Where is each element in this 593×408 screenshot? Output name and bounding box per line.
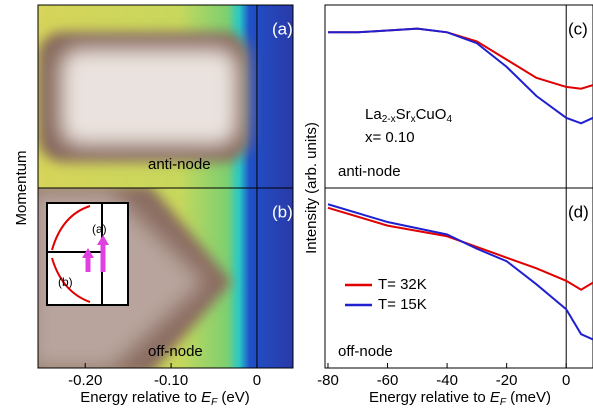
series-line: [327, 206, 593, 291]
frame-left: [37, 4, 294, 369]
annotation: anti-node: [148, 156, 211, 173]
frame-right: [324, 4, 593, 369]
y-axis-label: Momentum: [13, 150, 30, 225]
formula-text: CuO: [416, 106, 447, 123]
formula-subscript: x: [411, 114, 416, 125]
x-tick-label: -0.20: [68, 372, 102, 389]
x-tick-label: -60: [377, 372, 399, 389]
x-tick-label: 0: [253, 372, 261, 389]
label-symbol: E: [490, 389, 501, 406]
annotation: off-node: [338, 343, 393, 360]
inset-label: (a): [92, 222, 107, 236]
annotation: anti-node: [338, 163, 401, 180]
x-tick-label: -40: [436, 372, 458, 389]
panel-label: (c): [568, 19, 588, 38]
label-text: Energy relative to: [369, 389, 490, 406]
x-tick-label: 0: [562, 372, 570, 389]
y-axis-label: Intensity (arb. units): [303, 122, 320, 254]
heatmap-b: (a) (b): [38, 188, 293, 368]
compound: La2-xSrxCuO4: [365, 106, 452, 125]
inset-label: (b): [58, 275, 73, 289]
label-unit: (meV): [506, 389, 551, 406]
formula-text: Sr: [396, 106, 411, 123]
x-axis-label: Energy relative to EF (eV): [80, 389, 250, 408]
formula-subscript: 2-x: [382, 114, 396, 125]
x-tick-label: -20: [496, 372, 518, 389]
series-line: [327, 203, 593, 341]
inset: (a) (b): [46, 202, 129, 306]
annotation: off-node: [148, 343, 203, 360]
heatmap-a: [38, 5, 293, 188]
formula-subscript: 4: [446, 114, 452, 125]
label-unit: (eV): [217, 389, 250, 406]
legend-label: T= 15K: [378, 296, 427, 313]
panel-label: (d): [568, 202, 589, 221]
label-text: Energy relative to: [80, 389, 201, 406]
x-tick-label: -80: [317, 372, 339, 389]
legend-label: T= 32K: [378, 276, 427, 293]
panel-label: (b): [272, 202, 293, 221]
label-symbol: E: [201, 389, 212, 406]
doping: x= 0.10: [365, 129, 415, 146]
label-subscript: F: [500, 397, 507, 408]
x-tick-label: -0.10: [154, 372, 188, 389]
label-subscript: F: [211, 397, 218, 408]
panel-label: (a): [272, 19, 293, 38]
series-line: [327, 27, 593, 125]
x-axis-label: Energy relative to EF (meV): [369, 389, 551, 408]
formula-text: La: [365, 106, 382, 123]
